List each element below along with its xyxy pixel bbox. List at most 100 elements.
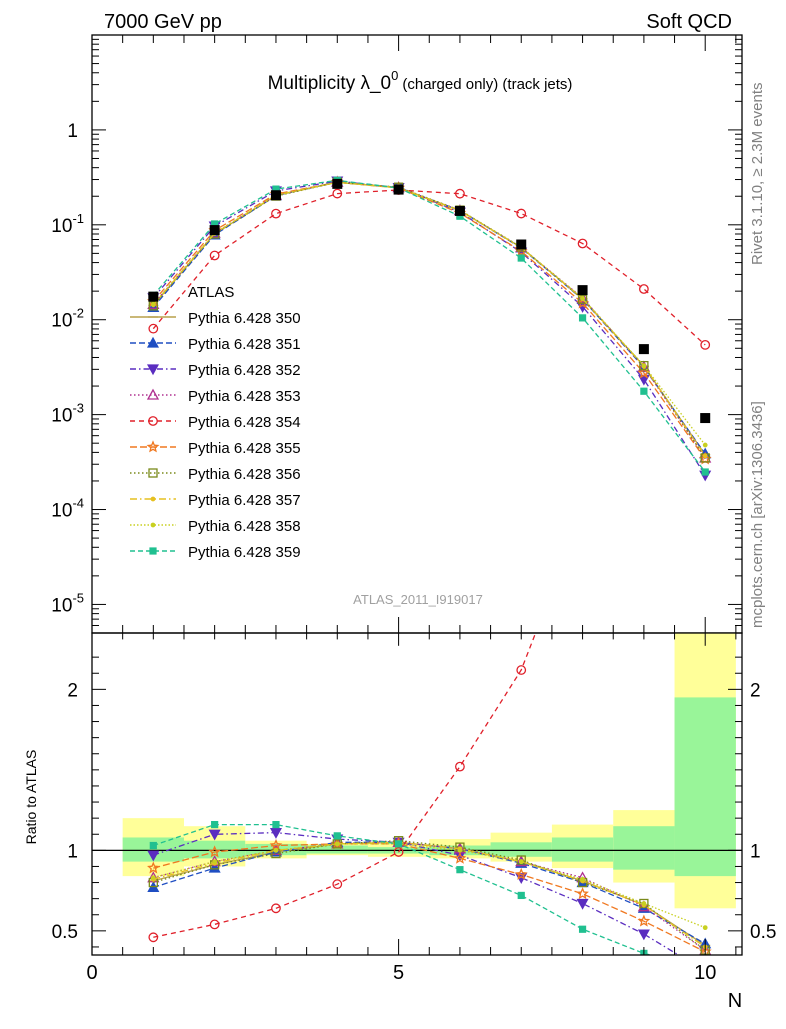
series-358-ratio-point xyxy=(518,859,524,865)
legend-marker xyxy=(149,547,157,555)
series-354-main-point xyxy=(516,208,527,219)
series-358-main-point xyxy=(641,363,647,369)
series-358-ratio-point xyxy=(273,847,279,853)
series-354-main-point xyxy=(271,208,281,219)
mcplots-label: mcplots.cern.ch [arXiv:1306.3436] xyxy=(749,401,766,628)
ratio-band-inner xyxy=(674,697,736,877)
series-358-ratio-point xyxy=(334,841,340,847)
series-355-main-line xyxy=(152,181,706,460)
main-plot: 10-510-410-310-210-11 xyxy=(51,34,743,634)
ratio-band-inner xyxy=(490,842,552,857)
series-356-ratio-line xyxy=(153,840,706,951)
series-352-ratio-point xyxy=(637,929,650,941)
legend-item: Pythia 6.428 350 xyxy=(130,310,301,327)
y-tick-label: 10-5 xyxy=(51,590,84,616)
legend-item: Pythia 6.428 354 xyxy=(130,414,301,431)
atlas-data-point xyxy=(148,291,159,302)
legend-marker xyxy=(150,496,156,502)
series-354-main-point xyxy=(638,284,649,294)
atlas-data-point xyxy=(393,184,404,195)
legend-item: Pythia 6.428 353 xyxy=(130,388,301,405)
legend-marker xyxy=(146,336,160,348)
series-355-ratio-point xyxy=(269,838,283,851)
legend: ATLAS Pythia 6.428 350 Pythia 6.428 351 Pyt… xyxy=(130,284,301,561)
series-354-ratio-point xyxy=(271,903,281,914)
series-355-ratio-point xyxy=(576,887,589,900)
legend-item: Pythia 6.428 356 xyxy=(130,466,301,483)
series-354-main-line xyxy=(152,189,706,346)
series-359-ratio-point xyxy=(211,820,219,829)
series-353-ratio-point xyxy=(637,900,650,912)
x-tick-label: 0 xyxy=(86,962,97,984)
series-359-ratio-line xyxy=(153,823,654,955)
atlas-data-point xyxy=(270,190,281,201)
ratio-series xyxy=(147,633,712,955)
legend-label: Pythia 6.428 353 xyxy=(188,388,301,405)
atlas-data-points xyxy=(148,178,711,424)
series-358-main-point xyxy=(150,301,156,307)
legend-label: Pythia 6.428 352 xyxy=(188,362,301,379)
series-358-main-point xyxy=(580,295,585,301)
series-355-ratio-point xyxy=(514,867,528,880)
series-352-main-line xyxy=(152,180,706,476)
x-ticks: 0 5 10 xyxy=(86,633,737,984)
x-tick-label: 10 xyxy=(694,962,716,984)
legend-marker xyxy=(148,468,158,478)
y-tick-exponent: -2 xyxy=(72,306,84,321)
header-right: Soft QCD xyxy=(646,11,732,33)
series-354-main-point xyxy=(700,339,711,350)
series-359-main-point xyxy=(701,468,709,476)
main-y-ticks: 10-510-410-310-210-11 xyxy=(51,34,742,626)
series-359-ratio-point xyxy=(456,866,464,874)
atlas-data-point xyxy=(454,205,465,216)
legend-marker xyxy=(146,388,160,400)
series-358-ratio-point xyxy=(150,875,156,881)
x-tick-label: 5 xyxy=(393,962,404,984)
legend-marker xyxy=(146,440,160,453)
series-358-ratio-point xyxy=(457,847,463,853)
legend-item: Pythia 6.428 359 xyxy=(130,544,301,561)
rivet-label: Rivet 3.1.10, ≥ 2.3M events xyxy=(749,83,766,266)
legend-label: Pythia 6.428 358 xyxy=(188,518,301,535)
series-355-ratio-line xyxy=(153,843,706,953)
series-357-main-point xyxy=(702,453,708,459)
series-352-ratio-point xyxy=(208,829,221,841)
chart-title-sub: (charged only) (track jets) xyxy=(402,76,572,93)
series-358-main-point xyxy=(702,442,708,448)
y-tick-exponent: -4 xyxy=(72,496,84,511)
series-354-ratio-point xyxy=(455,761,465,772)
series-354-main-point xyxy=(577,238,588,249)
series-358-ratio-line xyxy=(153,843,706,929)
ratio-band-inner xyxy=(551,837,614,862)
header-left: 7000 GeV pp xyxy=(104,11,222,33)
legend-label: Pythia 6.428 357 xyxy=(188,492,301,509)
series-356-main-point xyxy=(639,360,649,371)
legend-item: Pythia 6.428 358 xyxy=(130,518,301,535)
ratio-band-inner xyxy=(183,840,246,859)
y-tick-base: 10 xyxy=(51,311,72,332)
series-358-ratio-point xyxy=(702,925,708,931)
legend-item: Pythia 6.428 352 xyxy=(130,362,301,379)
series-354-ratio-point xyxy=(148,932,159,943)
series-359-main-point xyxy=(578,314,587,322)
series-359-ratio-point xyxy=(578,925,587,933)
series-352-ratio-point xyxy=(269,828,282,839)
atlas-data-point xyxy=(209,225,220,236)
series-354-main-point xyxy=(209,250,220,261)
series-354-ratio-point xyxy=(209,919,220,930)
chart-title-main: Multiplicity λ_0 xyxy=(268,73,392,94)
x-axis-label: N xyxy=(728,990,742,1012)
series-353-main-point xyxy=(637,360,650,372)
series-354-ratio-point xyxy=(332,879,343,890)
ratio-band-inner xyxy=(306,845,368,854)
atlas-data-point xyxy=(577,285,588,296)
y-tick-exponent: -1 xyxy=(72,211,84,226)
y-tick-base: 10 xyxy=(51,501,72,522)
series-357-ratio-line xyxy=(153,841,706,948)
series-359-ratio-point xyxy=(149,841,157,850)
series-355-ratio-point xyxy=(208,845,221,858)
series-355-ratio-point xyxy=(637,914,651,927)
series-358-ratio-point xyxy=(212,859,218,865)
ratio-y-tick-label-right: 1 xyxy=(750,841,761,862)
